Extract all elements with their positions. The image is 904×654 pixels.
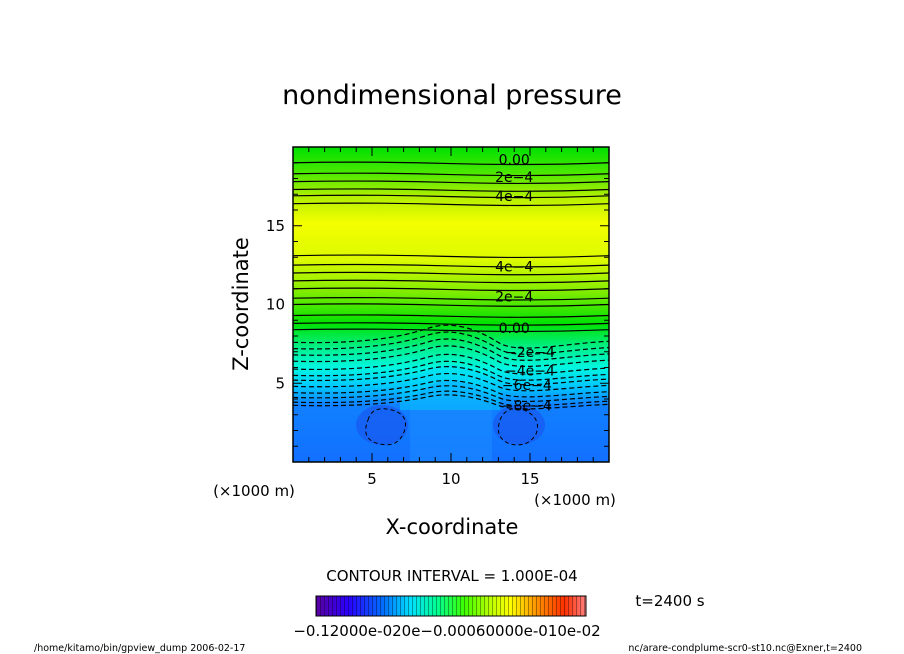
contour-labels: 0.002e−44e−44e−42e−40.00−2e−4−4e−4−6e−4−… [495, 153, 555, 415]
contour-solid [293, 328, 609, 333]
contour-interval: CONTOUR INTERVAL = 1.000E-04 [326, 567, 577, 585]
contour-dashed [293, 379, 609, 398]
contour-solid [293, 254, 609, 259]
contour-label: 4e−4 [495, 189, 533, 205]
y-tick-label: 10 [266, 296, 285, 314]
contour-solid [293, 303, 609, 307]
contour-solid [293, 161, 609, 166]
axis-ticks: 5 10 15 5 10 15 [266, 147, 609, 488]
contour-dashed [293, 360, 609, 381]
chart-title: nondimensional pressure [282, 80, 622, 111]
contour-label: −4e−4 [505, 364, 555, 380]
contour-solid [293, 263, 609, 268]
colorbar-labels: −0.12000e-020e−0.00060000e-010e-02 [293, 622, 600, 640]
contour-solid [293, 314, 609, 318]
contour-solid [293, 202, 609, 207]
contour-dashed [293, 338, 609, 361]
plume-contour-left [365, 408, 406, 446]
contour-solid [293, 271, 609, 276]
contour-label: −2e−4 [505, 345, 555, 361]
contour-solid [293, 194, 609, 199]
contour-solid [293, 180, 609, 185]
contour-label: 2e−4 [495, 170, 533, 186]
y-axis-unit: (×1000 m) [213, 482, 295, 500]
contour-solid [293, 322, 609, 326]
colorbar [315, 595, 587, 617]
contour-dashed [293, 345, 609, 367]
plume-left [356, 405, 408, 445]
contour-dashed [293, 331, 609, 355]
contour-dashed [293, 390, 609, 407]
contour-dashed [293, 353, 609, 375]
footer-left: /home/kitamo/bin/gpview_dump 2006-02-17 [34, 643, 245, 654]
footer-right: nc/arare-condplume-scr0-st10.nc@Exner,t=… [628, 643, 862, 654]
contour-solid [293, 279, 609, 284]
x-tick-label: 10 [441, 470, 460, 488]
x-tick-label: 5 [367, 470, 377, 488]
contour-dashed [293, 324, 609, 349]
time-label: t=2400 s [635, 592, 704, 610]
contour-label: 0.00 [499, 321, 530, 337]
plot-area [293, 147, 609, 462]
y-tick-label: 15 [266, 217, 285, 235]
contour-dashed [293, 385, 609, 403]
contour-label: 0.00 [499, 153, 530, 169]
x-axis-unit: (×1000 m) [534, 491, 616, 509]
y-tick-label: 5 [275, 374, 285, 392]
contour-label: 2e−4 [495, 290, 533, 306]
x-axis-label: X-coordinate [386, 515, 519, 539]
contour-label: −8e−4 [502, 398, 552, 414]
contour-dashed [293, 394, 609, 410]
y-axis-label: Z-coordinate [229, 237, 253, 371]
plume-contour-right [497, 408, 538, 446]
contour-solid [293, 188, 609, 192]
contour-solid [293, 172, 609, 177]
contour-solid [293, 287, 609, 292]
colorbar-frame [315, 595, 587, 617]
x-tick-label: 15 [520, 470, 539, 488]
contour-lines [293, 161, 609, 410]
contour-solid [293, 297, 609, 301]
contour-dashed [293, 366, 609, 386]
contour-label: −6e−4 [502, 378, 552, 394]
contour-label: 4e−4 [495, 260, 533, 276]
colorbar-stripes [316, 596, 586, 616]
plume-center [410, 380, 492, 462]
contour-dashed [293, 372, 609, 392]
